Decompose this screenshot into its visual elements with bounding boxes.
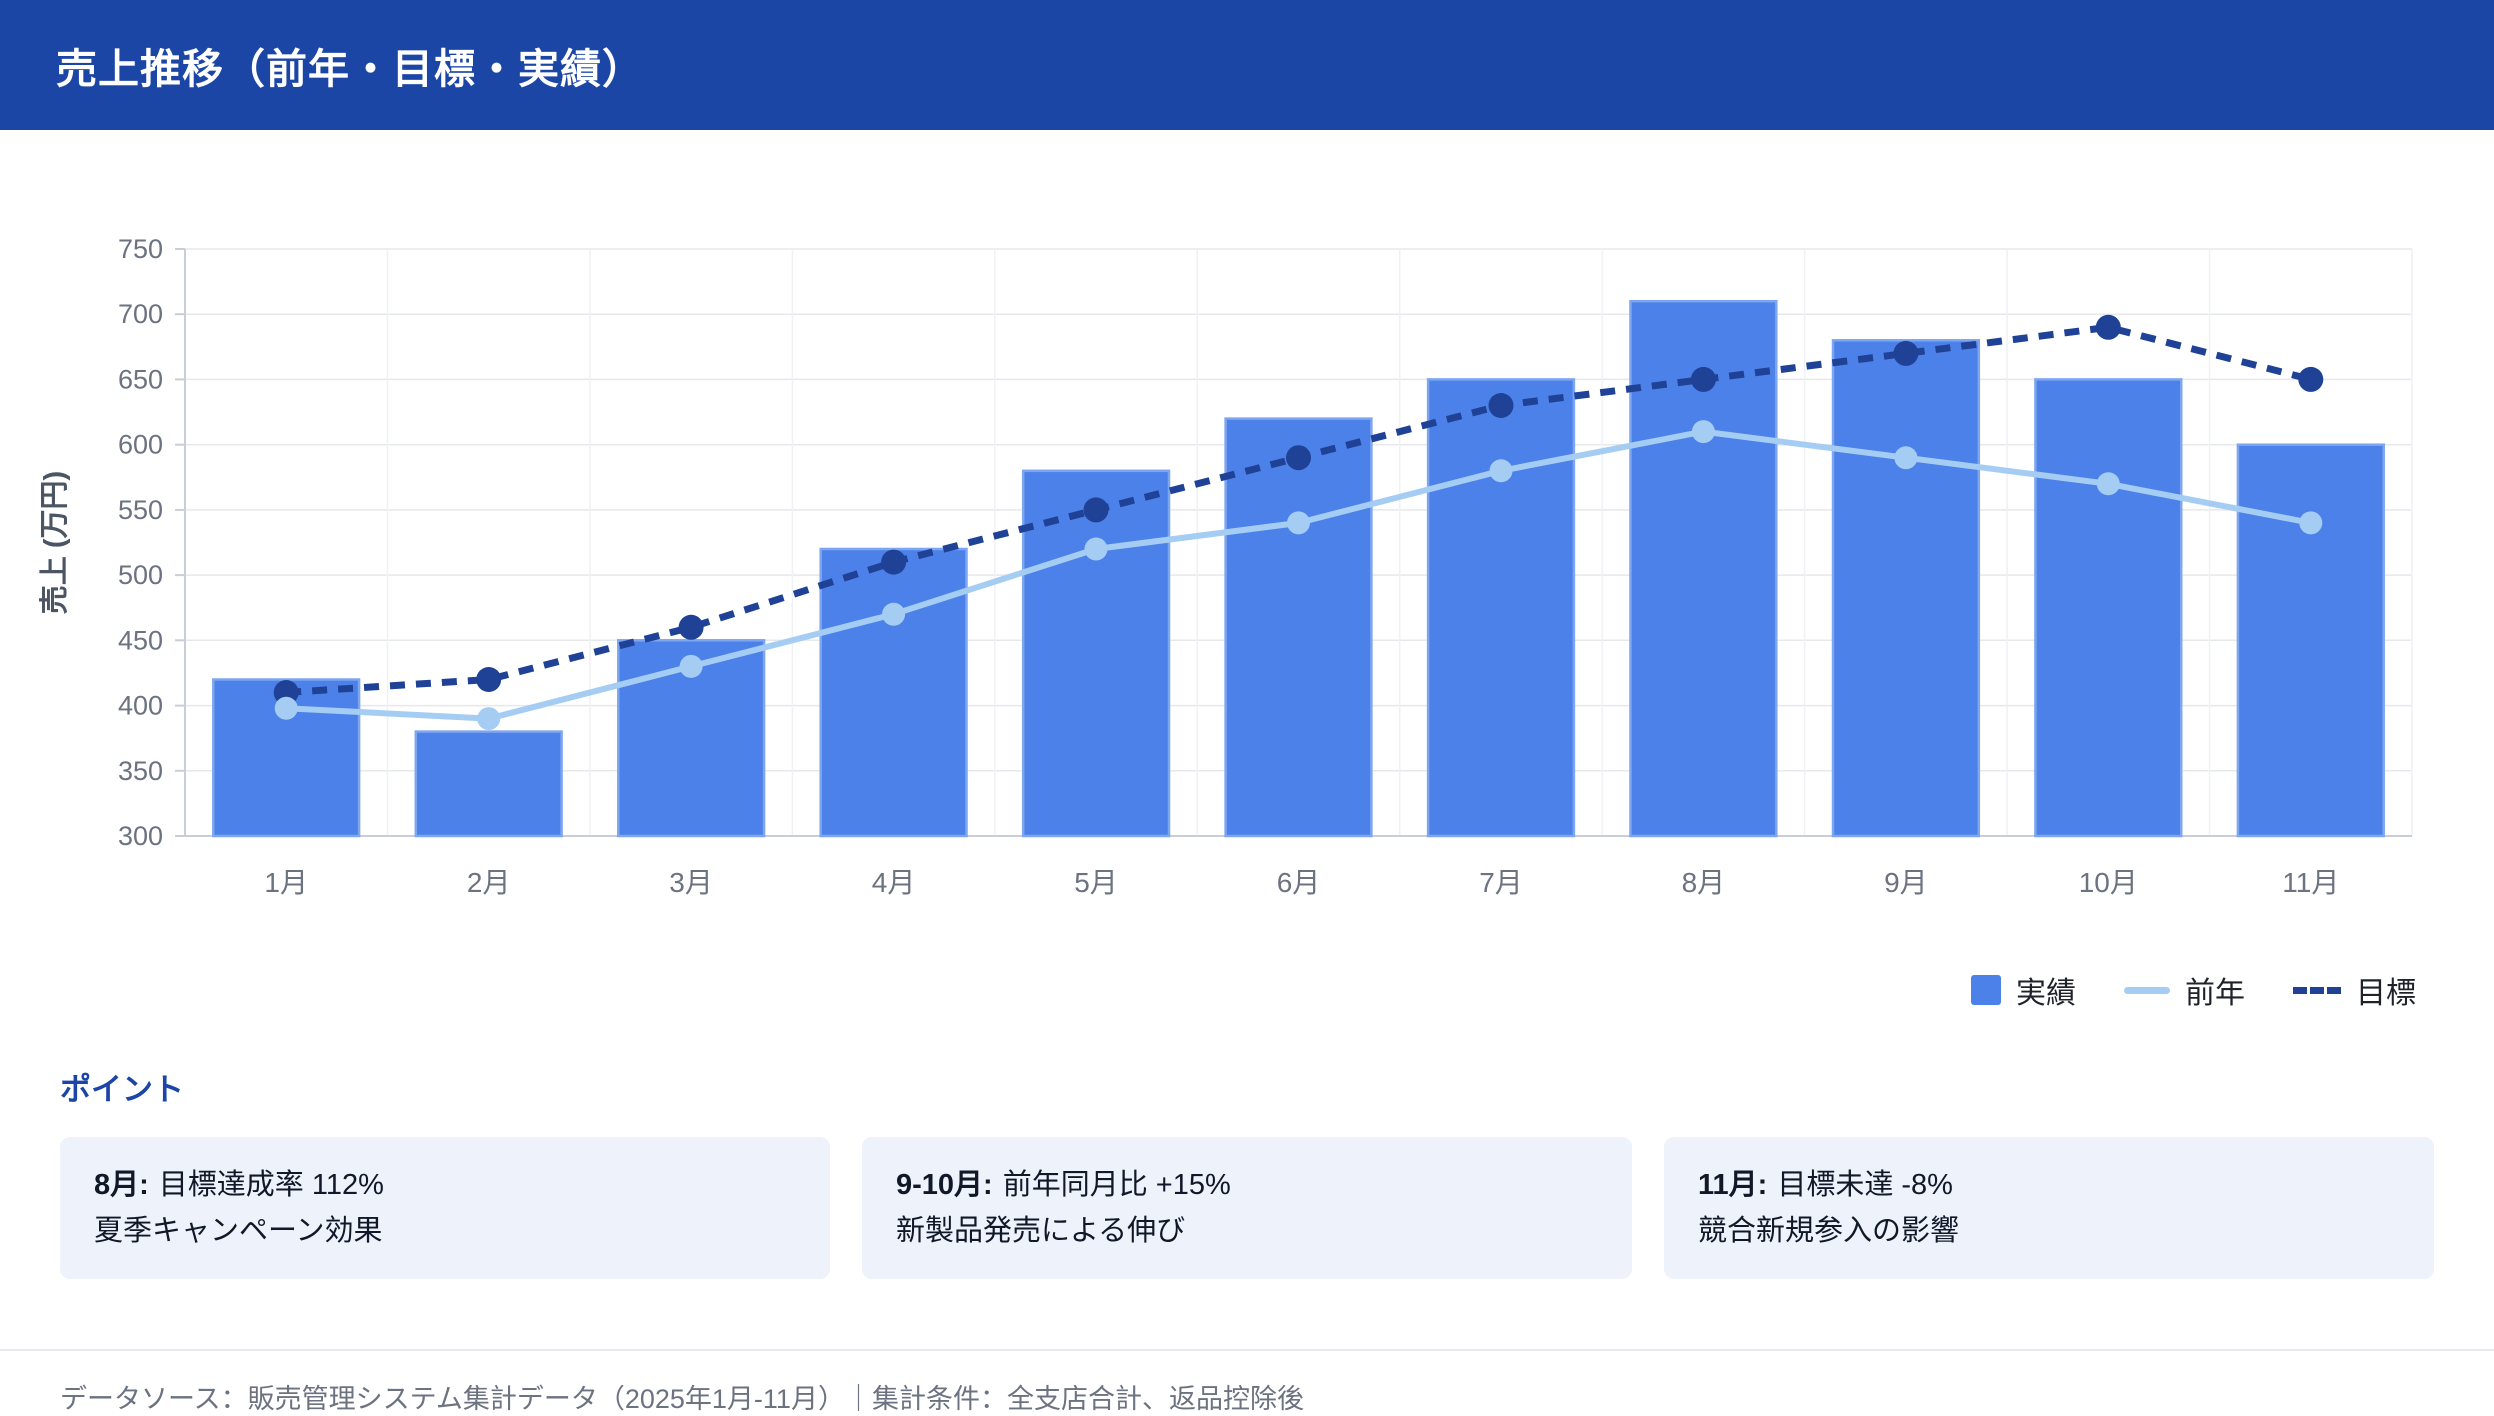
points-heading: ポイント: [60, 1072, 184, 1107]
point-card-sep-oct: 9-10月: 前年同月比 +15% 新製品発売による伸び: [862, 1137, 1632, 1279]
sales-chart: 300 350 400 450 500 550 600 650 700 750 1月 2月 3月 4月 5月…: [38, 234, 2413, 898]
vertical-gridlines: [386, 249, 2413, 836]
legend-item-prev-year: 前年: [2124, 968, 2245, 1012]
point-card-august: 8月: 目標達成率 112% 夏季キャンペーン効果: [60, 1137, 830, 1279]
actual-bars-series: [212, 299, 2385, 838]
svg-text:450: 450: [118, 625, 163, 655]
point-card-text: 前年同月比 +15%: [1002, 1169, 1231, 1201]
svg-text:300: 300: [118, 821, 163, 851]
legend-item-target: 目標: [2293, 968, 2416, 1012]
prev-year-swatch-icon: [2124, 986, 2170, 994]
svg-text:400: 400: [118, 691, 163, 721]
point-card-desc: 競合新規参入の影響: [1698, 1215, 1960, 1247]
svg-text:750: 750: [118, 234, 163, 264]
point-card-desc: 夏季キャンペーン効果: [94, 1215, 383, 1247]
chart-section: 300 350 400 450 500 550 600 650 700 750 1月 2月 3月 4月 5月…: [0, 130, 2494, 920]
svg-text:1月: 1月: [264, 867, 308, 898]
svg-text:8月: 8月: [1682, 867, 1726, 898]
svg-text:6月: 6月: [1277, 867, 1321, 898]
svg-text:5月: 5月: [1074, 867, 1118, 898]
prev-year-line-series: [274, 420, 2323, 731]
legend-label-target: 目標: [2356, 977, 2416, 1010]
svg-text:700: 700: [118, 299, 163, 329]
point-card-title: 8月: 目標達成率 112%: [94, 1162, 796, 1208]
svg-text:500: 500: [118, 560, 163, 590]
point-card-title: 9-10月: 前年同月比 +15%: [896, 1162, 1598, 1208]
svg-text:9月: 9月: [1884, 867, 1928, 898]
point-card-text: 目標未達 -8%: [1777, 1169, 1953, 1201]
point-card-title: 11月: 目標未達 -8%: [1698, 1162, 2400, 1208]
legend-item-actual: 実績: [1971, 968, 2076, 1012]
point-card-label: 8月:: [94, 1169, 149, 1201]
svg-text:7月: 7月: [1479, 867, 1523, 898]
svg-text:350: 350: [118, 756, 163, 786]
svg-text:11月: 11月: [2282, 867, 2339, 898]
chart-legend: 実績 前年 目標: [0, 972, 2416, 1010]
point-card-text: 目標達成率 112%: [158, 1169, 384, 1201]
svg-text:10月: 10月: [2079, 867, 2138, 898]
points-row: 8月: 目標達成率 112% 夏季キャンペーン効果 9-10月: 前年同月比 +15…: [60, 1137, 2434, 1279]
actual-swatch-icon: [1971, 975, 2001, 1005]
point-card-label: 9-10月:: [896, 1169, 993, 1201]
target-line-series: [273, 314, 2324, 705]
x-axis: 1月 2月 3月 4月 5月 6月 7月 8月 9月 10月 11月: [264, 867, 2339, 898]
page-title: 売上推移（前年・目標・実績）: [56, 46, 644, 92]
target-swatch-icon: [2293, 986, 2341, 994]
point-card-label: 11月:: [1698, 1169, 1768, 1201]
app-header: 売上推移（前年・目標・実績）: [0, 0, 2494, 130]
svg-text:3月: 3月: [669, 867, 713, 898]
svg-text:650: 650: [118, 364, 163, 394]
point-card-november: 11月: 目標未達 -8% 競合新規参入の影響: [1664, 1137, 2434, 1279]
svg-text:4月: 4月: [872, 867, 916, 898]
legend-label-actual: 実績: [2016, 977, 2076, 1010]
svg-text:600: 600: [118, 430, 163, 460]
point-card-desc: 新製品発売による伸び: [896, 1215, 1186, 1247]
footer-text: データソース：販売管理システム集計データ（2025年1月-11月）｜集計条件：全…: [60, 1384, 1304, 1414]
svg-text:550: 550: [118, 495, 163, 525]
y-axis-title: 売上 (万円): [38, 471, 71, 614]
page-footer: データソース：販売管理システム集計データ（2025年1月-11月）｜集計条件：全…: [0, 1349, 2494, 1416]
legend-label-prev-year: 前年: [2185, 977, 2245, 1010]
svg-text:2月: 2月: [467, 867, 511, 898]
